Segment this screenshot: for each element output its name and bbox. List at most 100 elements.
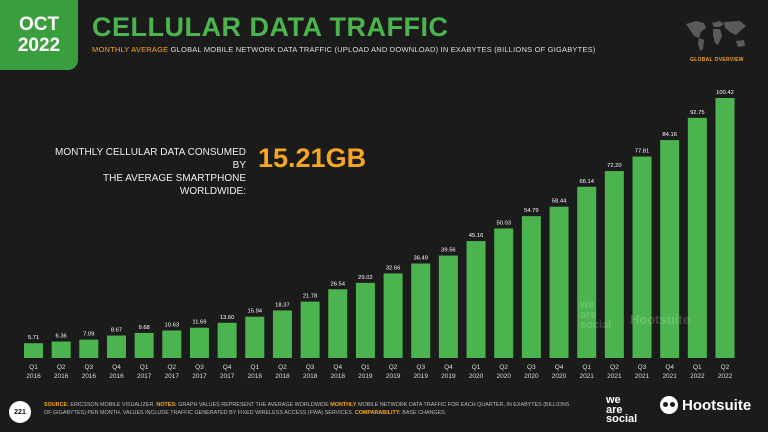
- notes-key: NOTES:: [156, 402, 177, 408]
- x-tick-label: Q1: [361, 364, 370, 371]
- x-tick-label: Q3: [84, 364, 93, 371]
- x-tick-label: 2017: [137, 373, 152, 380]
- hootsuite-wordmark: Hootsuite: [682, 396, 752, 414]
- data-label: 54.79: [524, 208, 539, 214]
- watermark-social: social: [580, 319, 612, 331]
- bar: [24, 343, 43, 358]
- page-number: 221: [9, 401, 31, 423]
- comparability-text: BASE CHANGES.: [400, 410, 447, 416]
- subtitle-text: GLOBAL MOBILE NETWORK DATA TRAFFIC (UPLO…: [168, 45, 596, 54]
- x-tick-label: Q2: [389, 364, 398, 371]
- data-label: 66.14: [579, 179, 594, 185]
- x-tick-label: 2017: [192, 373, 207, 380]
- source-key: SOURCE:: [44, 402, 69, 408]
- data-label: 7.09: [83, 332, 94, 338]
- data-label: 21.78: [303, 294, 318, 300]
- bar: [106, 335, 126, 358]
- x-tick-label: 2021: [607, 373, 622, 380]
- badge-year: 2022: [17, 35, 61, 56]
- x-tick-label: 2021: [635, 373, 650, 380]
- x-tick-label: 2017: [220, 373, 235, 380]
- bar: [217, 322, 237, 358]
- x-tick-label: Q3: [306, 364, 315, 371]
- x-tick-label: 2019: [441, 373, 456, 380]
- world-map-icon: [686, 21, 746, 51]
- x-tick-label: Q4: [333, 364, 342, 371]
- callout-value: 15.21GB: [258, 143, 367, 173]
- x-tick-label: Q1: [582, 364, 591, 371]
- watermark-we-are-social: we are social: [580, 299, 612, 331]
- x-tick-label: 2018: [248, 373, 263, 380]
- x-tick-label: Q4: [444, 364, 453, 371]
- bar: [715, 98, 735, 358]
- bar: [383, 273, 403, 358]
- bar: [355, 282, 375, 358]
- x-tick-label: Q3: [527, 364, 536, 371]
- x-tick-label: Q4: [555, 364, 564, 371]
- x-tick-label: 2019: [358, 373, 373, 380]
- we-are-social-logo: we are social: [606, 395, 637, 425]
- x-tick-label: Q3: [638, 364, 647, 371]
- data-label: 50.03: [496, 220, 511, 226]
- x-tick-label: Q2: [610, 364, 619, 371]
- data-label: 32.66: [386, 265, 401, 271]
- data-label: 9.68: [138, 325, 149, 331]
- map-label: GLOBAL OVERVIEW: [690, 57, 744, 63]
- date-badge: OCT 2022: [0, 0, 78, 70]
- x-tick-label: 2022: [690, 373, 705, 380]
- x-tick-label: 2022: [718, 373, 733, 380]
- x-tick-label: 2016: [54, 373, 69, 380]
- hootsuite-logo: Hootsuite: [660, 396, 751, 414]
- data-label: 92.75: [690, 110, 705, 116]
- x-tick-label: Q2: [278, 364, 287, 371]
- bar: [438, 255, 458, 358]
- bar: [494, 228, 514, 358]
- x-tick-label: 2021: [579, 373, 594, 380]
- page-title: CELLULAR DATA TRAFFIC: [92, 12, 449, 42]
- x-tick-label: Q1: [693, 364, 702, 371]
- data-label: 26.54: [331, 281, 346, 287]
- watermark-we: we: [580, 299, 595, 311]
- x-tick-label: 2019: [386, 373, 401, 380]
- bar: [162, 330, 182, 358]
- data-label: 13.60: [220, 315, 235, 321]
- bar: [51, 341, 71, 358]
- data-label: 8.67: [111, 328, 122, 334]
- source-text: ERICSSON MOBILE VISUALIZER.: [68, 402, 157, 408]
- watermark-hootsuite: Hootsuite: [630, 312, 690, 327]
- data-label: 72.20: [607, 163, 622, 169]
- owl-icon: [660, 396, 678, 414]
- monthly-text: MOBILE NETWORK DATA TRAFFIC FOR EACH QUA…: [44, 402, 570, 416]
- data-label: 10.63: [165, 322, 180, 328]
- monthly-key: MONTHLY: [330, 402, 357, 408]
- x-tick-label: Q2: [57, 364, 66, 371]
- bar: [189, 327, 209, 358]
- source-notes: SOURCE: ERICSSON MOBILE VISUALIZER. NOTE…: [44, 401, 574, 417]
- data-label: 11.69: [192, 320, 206, 326]
- x-tick-label: Q4: [223, 364, 232, 371]
- bar: [328, 289, 348, 358]
- bar: [577, 186, 597, 358]
- x-tick-label: 2016: [109, 373, 124, 380]
- x-tick-label: Q1: [29, 364, 38, 371]
- callout-label-line1: MONTHLY CELLULAR DATA CONSUMED BY: [55, 147, 246, 171]
- x-tick-label: Q1: [472, 364, 481, 371]
- data-label: 29.02: [358, 275, 373, 281]
- bar: [632, 156, 652, 358]
- data-label: 6.36: [56, 334, 67, 340]
- data-label: 36.49: [413, 256, 428, 262]
- logo-are: are: [606, 403, 623, 416]
- x-tick-label: 2018: [331, 373, 346, 380]
- x-tick-label: Q3: [416, 364, 425, 371]
- x-tick-label: Q2: [167, 364, 176, 371]
- comparability-key: COMPARABILITY:: [354, 410, 401, 416]
- x-tick-label: Q4: [112, 364, 121, 371]
- bar: [411, 263, 431, 358]
- x-tick-label: 2020: [524, 373, 539, 380]
- bar: [687, 117, 707, 358]
- x-tick-label: 2016: [26, 373, 41, 380]
- x-tick-label: 2018: [303, 373, 318, 380]
- bar: [79, 339, 99, 358]
- data-label: 77.81: [635, 149, 650, 155]
- bar: [300, 301, 320, 358]
